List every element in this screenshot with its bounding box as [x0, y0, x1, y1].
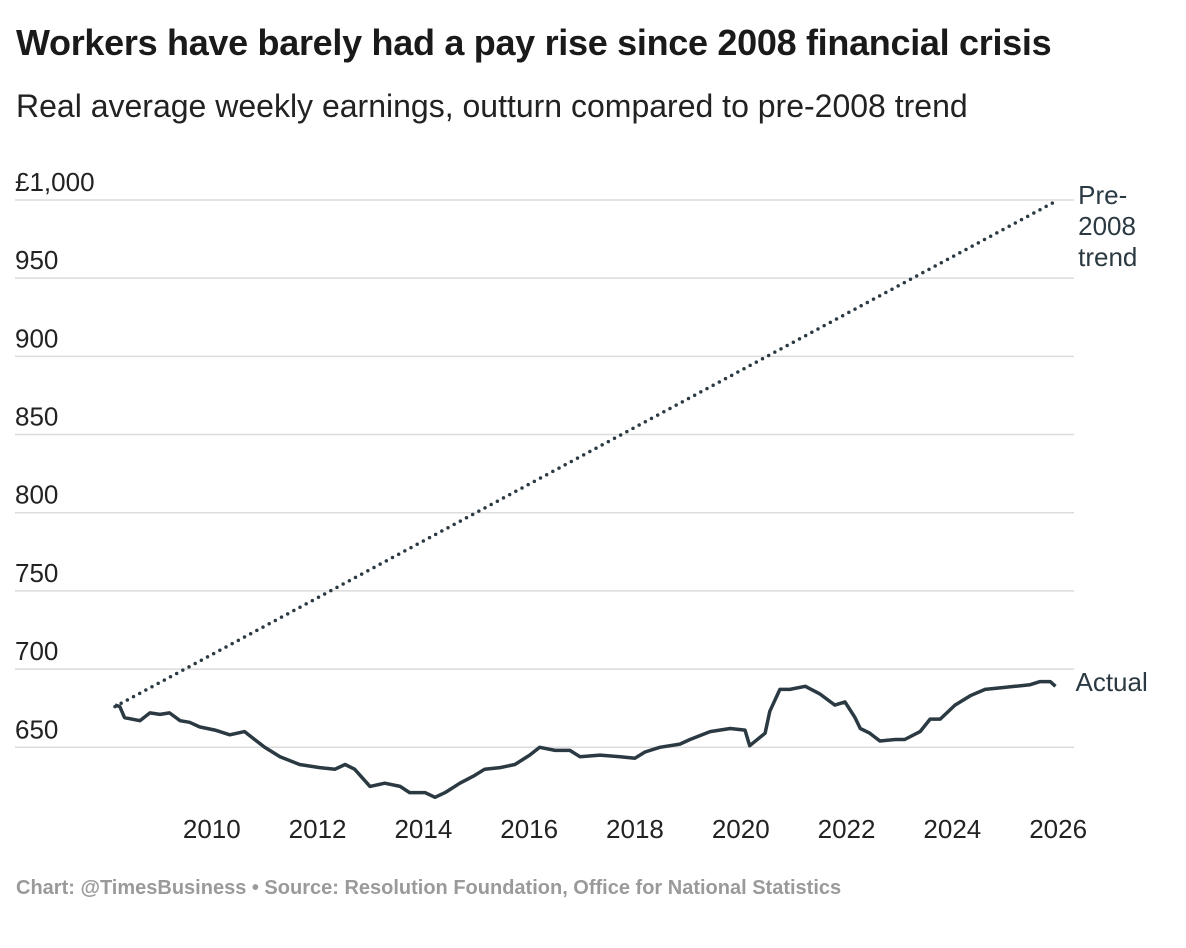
- y-tick-label: 700: [15, 636, 58, 666]
- y-tick-label: 900: [15, 323, 58, 353]
- x-tick-label: 2012: [289, 814, 347, 844]
- chart-subtitle: Real average weekly earnings, outturn co…: [16, 88, 968, 124]
- chart-title: Workers have barely had a pay rise since…: [16, 22, 1052, 63]
- x-tick-label: 2018: [606, 814, 664, 844]
- x-tick-label: 2010: [183, 814, 241, 844]
- x-tick-label: 2014: [394, 814, 452, 844]
- series-line: [113, 198, 1060, 709]
- source-note: Chart: @TimesBusiness • Source: Resoluti…: [16, 877, 842, 899]
- x-tick-label: 2020: [712, 814, 770, 844]
- y-tick-label: 850: [15, 402, 58, 432]
- y-tick-label: 650: [15, 714, 58, 744]
- y-tick-label: £1,000: [15, 167, 95, 197]
- series-label: Actual: [1075, 667, 1148, 698]
- x-tick-label: 2016: [500, 814, 558, 844]
- y-tick-label: 750: [15, 558, 58, 588]
- series-label: Pre-2008 trend: [1078, 180, 1138, 272]
- x-tick-label: 2026: [1029, 814, 1087, 844]
- y-tick-label: 800: [15, 480, 58, 510]
- y-tick-label: 950: [15, 245, 58, 275]
- x-tick-label: 2024: [923, 814, 981, 844]
- x-tick-label: 2022: [818, 814, 876, 844]
- series-line: [114, 679, 1057, 800]
